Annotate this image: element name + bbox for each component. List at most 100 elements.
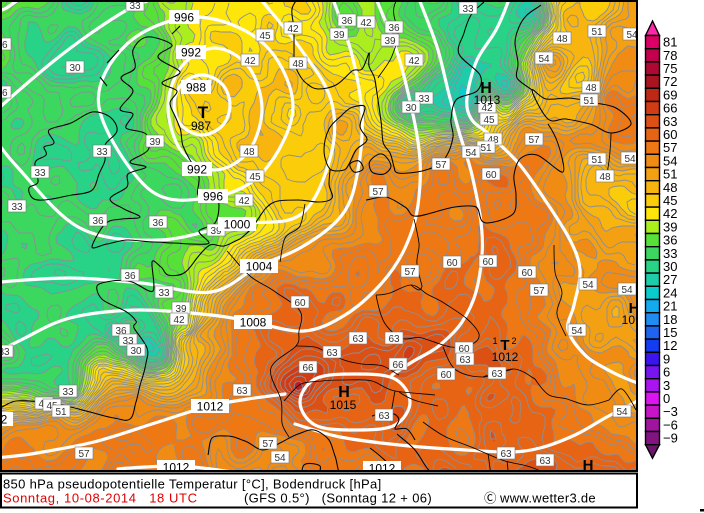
svg-text:850 hPa pseudopotentielle Temp: 850 hPa pseudopotentielle Temperatur [°C… <box>3 477 382 492</box>
svg-text:36: 36 <box>341 16 353 27</box>
svg-text:33: 33 <box>96 147 108 158</box>
svg-text:54: 54 <box>621 285 633 296</box>
svg-text:39: 39 <box>210 226 222 237</box>
svg-text:69: 69 <box>663 87 677 102</box>
svg-text:33: 33 <box>158 288 170 299</box>
svg-text:42: 42 <box>663 206 677 221</box>
svg-text:996: 996 <box>174 11 194 25</box>
svg-text:57: 57 <box>533 286 545 297</box>
svg-text:Sonntag, 10-08-2014 18 UTC: Sonntag, 10-08-2014 18 UTC <box>3 491 198 506</box>
svg-text:992: 992 <box>187 163 207 177</box>
svg-text:18: 18 <box>663 312 677 327</box>
svg-text:36: 36 <box>663 233 677 248</box>
svg-text:36: 36 <box>92 216 104 227</box>
svg-text:−9: −9 <box>663 431 678 446</box>
svg-text:30: 30 <box>405 103 417 114</box>
svg-text:51: 51 <box>55 407 67 418</box>
svg-text:75: 75 <box>663 61 677 76</box>
svg-text:33: 33 <box>129 1 141 12</box>
svg-text:60: 60 <box>485 170 497 181</box>
svg-text:45: 45 <box>249 172 261 183</box>
svg-text:−6: −6 <box>663 417 678 432</box>
svg-text:54: 54 <box>538 54 550 65</box>
svg-text:1: 1 <box>492 336 497 346</box>
svg-text:63: 63 <box>388 334 400 345</box>
svg-text:1008: 1008 <box>240 316 267 330</box>
svg-text:66: 66 <box>663 101 677 116</box>
svg-text:54: 54 <box>624 154 636 165</box>
svg-text:42: 42 <box>408 56 420 67</box>
svg-text:1012: 1012 <box>163 461 190 475</box>
svg-text:42: 42 <box>287 24 299 35</box>
svg-text:36: 36 <box>388 23 400 34</box>
svg-text:36: 36 <box>152 218 164 229</box>
svg-text:42: 42 <box>360 18 372 29</box>
svg-text:33: 33 <box>11 202 23 213</box>
svg-text:33: 33 <box>418 94 430 105</box>
svg-text:63: 63 <box>663 114 677 129</box>
svg-text:63: 63 <box>491 369 503 380</box>
svg-text:(GFS 0.5°) (Sonntag 12 + 06): (GFS 0.5°) (Sonntag 12 + 06) <box>244 491 432 506</box>
svg-text:0: 0 <box>663 391 670 406</box>
svg-text:33: 33 <box>34 168 46 179</box>
svg-text:48: 48 <box>585 83 597 94</box>
svg-text:H: H <box>480 80 492 97</box>
svg-text:996: 996 <box>203 190 223 204</box>
svg-text:33: 33 <box>462 4 474 15</box>
svg-text:63: 63 <box>378 411 390 422</box>
svg-text:42: 42 <box>481 103 493 114</box>
svg-text:33: 33 <box>663 246 677 261</box>
svg-text:57: 57 <box>372 187 384 198</box>
svg-text:30: 30 <box>130 346 142 357</box>
svg-text:54: 54 <box>616 407 628 418</box>
svg-text:1012: 1012 <box>369 462 396 476</box>
svg-text:H: H <box>629 300 640 317</box>
svg-text:63: 63 <box>236 386 248 397</box>
svg-text:33: 33 <box>122 336 134 347</box>
svg-text:63: 63 <box>326 348 338 359</box>
svg-text:54: 54 <box>626 30 638 41</box>
svg-text:33: 33 <box>62 387 74 398</box>
svg-text:57: 57 <box>78 449 90 460</box>
svg-text:48: 48 <box>663 180 677 195</box>
svg-text:42: 42 <box>244 56 256 67</box>
svg-text:2: 2 <box>511 336 516 346</box>
svg-text:1004: 1004 <box>246 260 273 274</box>
svg-text:63: 63 <box>459 355 471 366</box>
svg-text:Ⓒ: Ⓒ <box>484 492 497 506</box>
svg-text:54: 54 <box>571 326 583 337</box>
svg-text:42: 42 <box>238 196 250 207</box>
svg-text:39: 39 <box>384 36 396 47</box>
svg-text:1015: 1015 <box>330 398 357 412</box>
svg-text:T: T <box>500 337 509 354</box>
svg-text:60: 60 <box>294 298 306 309</box>
svg-text:1013: 1013 <box>474 93 501 107</box>
svg-text:www.wetter3.de: www.wetter3.de <box>499 491 596 506</box>
svg-text:60: 60 <box>482 257 494 268</box>
svg-text:H: H <box>583 457 594 474</box>
svg-text:39: 39 <box>175 304 187 315</box>
svg-text:24: 24 <box>663 285 677 300</box>
svg-text:66: 66 <box>392 360 404 371</box>
svg-text:36: 36 <box>0 88 8 99</box>
svg-text:57: 57 <box>435 160 447 171</box>
svg-text:63: 63 <box>500 449 512 460</box>
svg-text:36: 36 <box>115 326 127 337</box>
svg-text:45: 45 <box>259 31 271 42</box>
svg-text:48: 48 <box>243 147 255 158</box>
svg-text:1012: 1012 <box>0 413 8 427</box>
svg-text:78: 78 <box>663 48 677 63</box>
svg-text:51: 51 <box>583 96 595 107</box>
svg-text:66: 66 <box>302 363 314 374</box>
svg-text:3: 3 <box>663 378 670 393</box>
svg-text:60: 60 <box>521 268 533 279</box>
svg-text:33: 33 <box>0 347 10 358</box>
svg-text:42: 42 <box>173 315 185 326</box>
svg-text:1012: 1012 <box>622 313 649 327</box>
svg-text:48: 48 <box>487 135 499 146</box>
svg-text:12: 12 <box>663 338 677 353</box>
svg-text:−3: −3 <box>663 404 678 419</box>
svg-text:30: 30 <box>69 63 81 74</box>
svg-text:54: 54 <box>274 453 286 464</box>
svg-text:57: 57 <box>404 267 416 278</box>
